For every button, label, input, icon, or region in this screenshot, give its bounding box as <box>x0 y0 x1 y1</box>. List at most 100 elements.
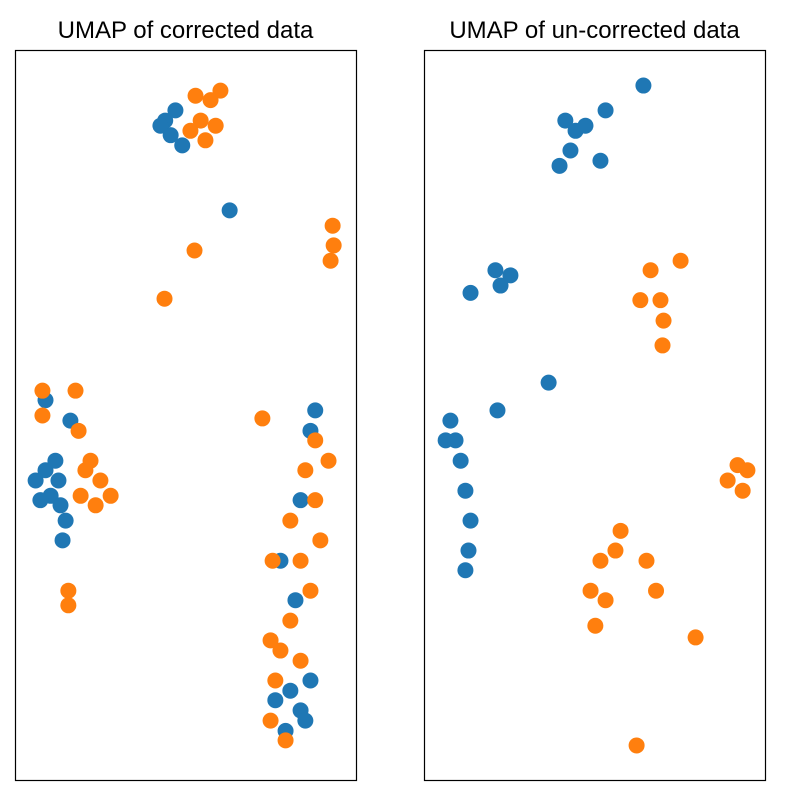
scatter-point <box>734 482 751 499</box>
scatter-point <box>587 617 604 634</box>
scatter-point <box>597 592 614 609</box>
scatter-point <box>262 632 279 649</box>
scatter-point <box>67 382 84 399</box>
scatter-point <box>577 117 594 134</box>
scatter-point <box>632 292 649 309</box>
scatter-point <box>192 112 209 129</box>
scatter-point <box>648 582 665 599</box>
scatter-point <box>272 642 289 659</box>
scatter-point <box>202 92 219 109</box>
scatter-point <box>82 452 99 469</box>
scatter-point <box>719 472 736 489</box>
scatter-point <box>487 262 504 279</box>
scatter-point <box>52 497 69 514</box>
scatter-point <box>297 462 314 479</box>
scatter-point <box>186 242 203 259</box>
scatter-point <box>638 552 655 569</box>
scatter-point <box>197 132 214 149</box>
scatter-point <box>292 652 309 669</box>
scatter-point <box>27 472 44 489</box>
scatter-point <box>635 77 652 94</box>
scatter-point <box>557 112 574 129</box>
scatter-point <box>267 692 284 709</box>
scatter-point <box>628 737 645 754</box>
scatter-point <box>502 267 519 284</box>
scatter-point <box>277 732 294 749</box>
scatter-point <box>282 512 299 529</box>
scatter-point <box>540 374 557 391</box>
scatter-point <box>207 117 224 134</box>
scatter-point <box>654 337 671 354</box>
scatter-point <box>551 157 568 174</box>
scatter-point <box>452 452 469 469</box>
scatter-point <box>592 152 609 169</box>
scatter-point <box>642 262 659 279</box>
scatter-point <box>254 410 271 427</box>
scatter-point <box>264 552 281 569</box>
scatter-point <box>597 102 614 119</box>
scatter-point <box>70 422 87 439</box>
scatter-point <box>297 712 314 729</box>
scatter-point <box>582 582 599 599</box>
scatter-point <box>152 117 169 134</box>
scatter-point <box>292 552 309 569</box>
scatter-point <box>457 562 474 579</box>
scatter-point <box>307 402 324 419</box>
scatter-point <box>672 252 689 269</box>
scatter-point <box>32 492 49 509</box>
scatter-point <box>652 292 669 309</box>
scatter-point <box>462 284 479 301</box>
scatter-point <box>57 512 74 529</box>
plot-area <box>27 82 342 749</box>
scatter-point <box>447 432 464 449</box>
axes-frame <box>14 49 358 782</box>
scatter-point <box>442 412 459 429</box>
scatter-point <box>322 252 339 269</box>
scatter-point <box>167 102 184 119</box>
scatter-point <box>302 582 319 599</box>
scatter-point <box>54 532 71 549</box>
scatter-point <box>460 542 477 559</box>
chart-title: UMAP of corrected data <box>58 17 314 44</box>
scatter-point <box>34 407 51 424</box>
scatter-point <box>562 142 579 159</box>
scatter-point <box>612 522 629 539</box>
scatter-point <box>287 592 304 609</box>
scatter-point <box>320 452 337 469</box>
scatter-point <box>462 512 479 529</box>
scatter-point <box>92 472 109 489</box>
scatter-point <box>489 402 506 419</box>
scatter-point <box>739 462 756 479</box>
scatter-point <box>60 597 77 614</box>
scatter-point <box>324 217 341 234</box>
scatter-point <box>50 472 67 489</box>
scatter-point <box>47 452 64 469</box>
scatter-point <box>174 137 191 154</box>
scatter-point <box>655 312 672 329</box>
scatter-point <box>687 629 704 646</box>
scatter-point <box>34 382 51 399</box>
scatter-point <box>102 487 119 504</box>
scatter-point <box>607 542 624 559</box>
scatter-point <box>182 122 199 139</box>
scatter-point <box>302 672 319 689</box>
scatter-point <box>592 552 609 569</box>
chart-title: UMAP of un-corrected data <box>449 17 740 44</box>
scatter-point <box>307 432 324 449</box>
axes-frame <box>423 49 767 782</box>
scatter-point <box>162 127 179 144</box>
scatter-point <box>212 82 229 99</box>
scatter-point <box>60 582 77 599</box>
scatter-point <box>282 682 299 699</box>
scatter-point <box>87 497 104 514</box>
scatter-point <box>292 492 309 509</box>
scatter-point <box>312 532 329 549</box>
plot-area <box>437 77 756 754</box>
scatter-point <box>156 290 173 307</box>
scatter-point <box>492 277 509 294</box>
scatter-point <box>325 237 342 254</box>
scatter-point <box>457 482 474 499</box>
scatter-point <box>262 712 279 729</box>
